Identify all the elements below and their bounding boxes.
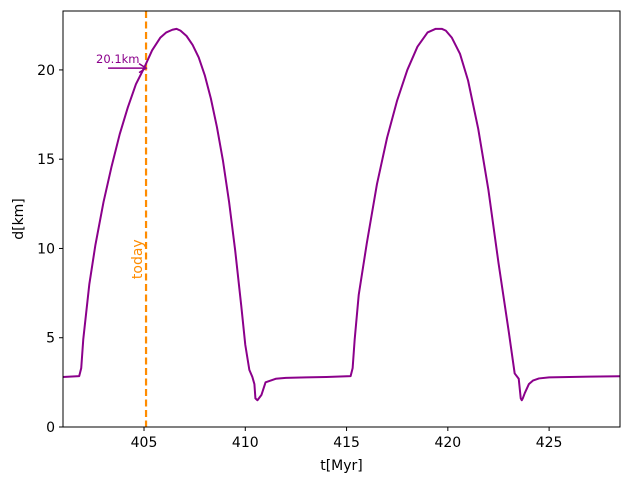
plot-frame (62, 10, 621, 428)
x-tick-label: 425 (536, 435, 563, 451)
y-tick-label: 5 (46, 331, 55, 347)
y-tick-label: 10 (37, 241, 55, 257)
x-tick-label: 420 (434, 435, 461, 451)
today-label: today (130, 239, 146, 279)
x-axis-label: t[Myr] (320, 458, 363, 474)
x-tick-label: 410 (232, 435, 259, 451)
y-tick-label: 20 (37, 63, 55, 79)
annotation-arrow-head (138, 62, 148, 74)
x-tick-label: 415 (333, 435, 360, 451)
annotation-label: 20.1km (96, 52, 139, 66)
x-axis: 405 410 415 420 425 (131, 427, 563, 451)
y-axis: 0 5 10 15 20 (37, 63, 63, 436)
y-tick-label: 0 (46, 420, 55, 436)
x-tick-label: 405 (131, 435, 158, 451)
y-tick-label: 15 (37, 152, 55, 168)
y-axis-label: d[km] (11, 198, 27, 240)
series-line (62, 27, 621, 402)
